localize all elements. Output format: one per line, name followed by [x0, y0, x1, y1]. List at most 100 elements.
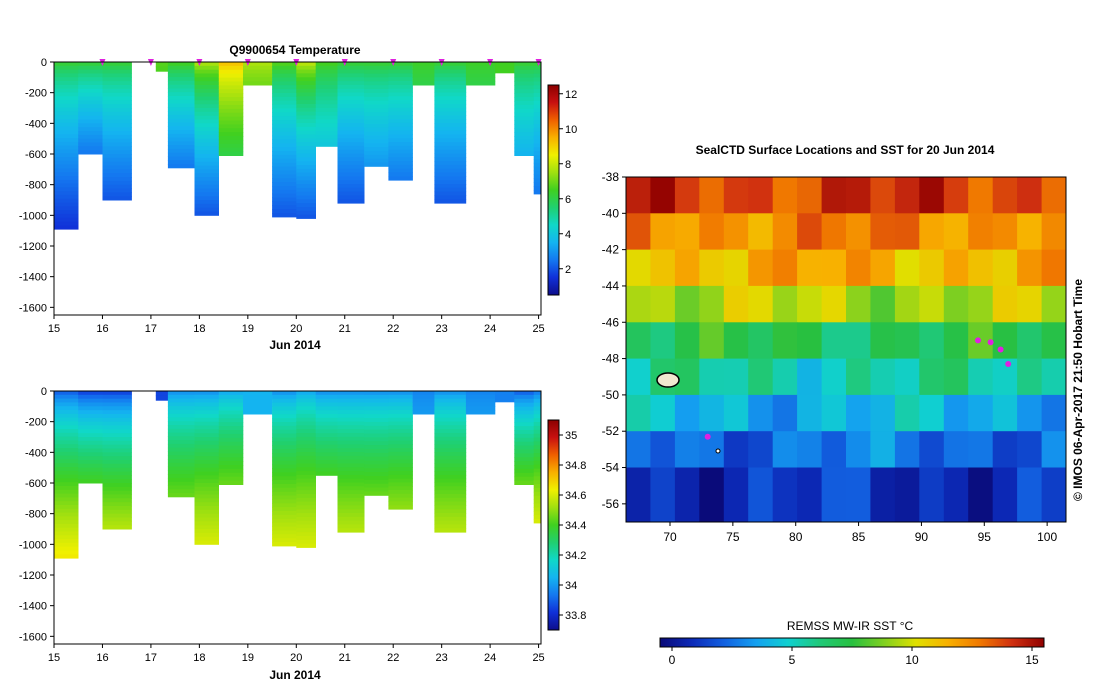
profile-cell	[218, 430, 244, 435]
profile-cell	[337, 145, 365, 151]
profile-cell	[194, 460, 219, 465]
sst-cell	[650, 177, 676, 214]
profile-cell	[296, 539, 316, 545]
profile-cell	[167, 440, 195, 445]
profile-cell	[194, 104, 219, 109]
profile-cell	[167, 118, 195, 123]
profile-cell	[364, 127, 389, 132]
profile-cell	[102, 421, 132, 426]
profile-cell	[388, 505, 413, 510]
sst-cell	[699, 322, 725, 360]
profile-cell	[167, 103, 195, 108]
profile-cell	[296, 111, 316, 116]
sst-cell	[968, 467, 994, 522]
profile-cell	[337, 100, 365, 105]
copyright-annotation: © IMOS 06-Apr-2017 21:50 Hobart Time	[1071, 279, 1085, 501]
profile-cell	[218, 441, 244, 447]
profile-cell	[337, 444, 365, 449]
profile-cell	[315, 456, 338, 461]
profile-cell	[218, 85, 244, 90]
profile-cell	[533, 166, 541, 172]
sst-cell	[1041, 467, 1066, 522]
profile-cell	[102, 391, 132, 396]
profile-cell	[218, 426, 244, 431]
profile-cell	[167, 107, 195, 112]
profile-cell	[167, 394, 195, 400]
profile-cell	[533, 491, 541, 497]
sst-cell	[650, 285, 676, 323]
profile-cell	[272, 445, 297, 450]
profile-cell	[315, 448, 338, 453]
profile-cell	[514, 391, 534, 396]
profile-cell	[272, 429, 297, 435]
profile-cell	[218, 65, 244, 71]
x-tick-label: 20	[290, 323, 302, 335]
profile-cell	[315, 119, 338, 124]
profile-cell	[388, 69, 413, 74]
profile-cell	[434, 187, 467, 193]
profile-cell	[272, 143, 297, 148]
profile-cell	[272, 441, 297, 446]
profile-cell	[78, 479, 103, 484]
profile-cell	[54, 141, 79, 147]
sst-cell	[870, 285, 896, 323]
profile-cell	[514, 422, 534, 427]
profile-cell	[54, 463, 79, 468]
profile-cell	[272, 147, 297, 152]
profile-cell	[194, 417, 219, 423]
sst-cell	[723, 394, 749, 432]
profile-cell	[364, 143, 389, 148]
profile-cell	[54, 73, 79, 78]
profile-cell	[296, 96, 316, 101]
profile-cell	[315, 108, 338, 113]
profile-cell	[194, 406, 219, 411]
profile-cell	[54, 546, 79, 551]
profile-cell	[102, 406, 132, 411]
profile-cell	[54, 164, 79, 169]
profile-cell	[533, 511, 541, 516]
profile-cell	[533, 77, 541, 82]
profile-cell	[102, 486, 132, 492]
profile-cell	[167, 413, 195, 418]
profile-cell	[272, 131, 297, 137]
profile-cell	[272, 476, 297, 481]
profile-cell	[194, 85, 219, 90]
colorbar-tick-label: 8	[565, 159, 571, 171]
profile-cell	[272, 123, 297, 129]
profile-cell	[364, 414, 389, 419]
profile-cell	[533, 178, 541, 183]
profile-cell	[388, 402, 413, 407]
profile-cell	[272, 65, 297, 71]
profile-cell	[337, 103, 365, 109]
profile-cell	[102, 475, 132, 480]
profile-cell	[102, 146, 132, 151]
profile-cell	[364, 62, 389, 67]
profile-cell	[364, 391, 389, 396]
profile-cell	[337, 406, 365, 411]
profile-cell	[465, 73, 496, 78]
profile-cell	[272, 433, 297, 438]
profile-cell	[194, 463, 219, 469]
profile-cell	[412, 402, 435, 407]
profile-cell	[78, 452, 103, 457]
profile-cell	[167, 462, 195, 468]
profile-cell	[54, 176, 79, 181]
sst-cell	[723, 467, 749, 522]
profile-cell	[388, 164, 413, 170]
profile-cell	[337, 490, 365, 495]
profile-cell	[272, 96, 297, 102]
profile-cell	[194, 429, 219, 434]
profile-cell	[296, 474, 316, 480]
profile-cell	[54, 444, 79, 449]
profile-cell	[54, 96, 79, 101]
lat-tick-label: -40	[602, 206, 620, 220]
profile-cell	[218, 414, 244, 419]
profile-cell	[388, 81, 413, 86]
profile-cell	[434, 138, 467, 143]
profile-cell	[102, 188, 132, 193]
profile-cell	[388, 65, 413, 71]
profile-cell	[337, 459, 365, 464]
profile-cell	[364, 429, 389, 434]
profile-cell	[194, 138, 219, 143]
temperature-plot-frame	[53, 61, 542, 316]
